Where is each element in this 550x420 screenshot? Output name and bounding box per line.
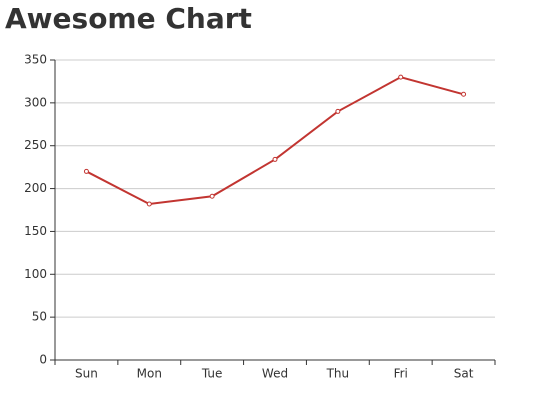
data-point [272, 156, 278, 162]
x-tick-label: Fri [394, 367, 408, 381]
data-point [335, 108, 341, 114]
y-tick-label: 300 [24, 95, 47, 109]
y-tick-label: 200 [24, 181, 47, 195]
y-tick-label: 100 [24, 267, 47, 281]
y-tick-label: 150 [24, 224, 47, 238]
x-tick-label: Mon [137, 367, 162, 381]
x-tick-label: Sun [75, 367, 98, 381]
data-point [209, 193, 215, 199]
x-tick-label: Thu [326, 367, 350, 381]
x-tick-label: Sat [454, 367, 474, 381]
y-tick-label: 0 [39, 353, 47, 367]
data-point [461, 91, 467, 97]
x-tick-label: Tue [201, 367, 223, 381]
data-point [398, 74, 404, 80]
y-tick-label: 50 [32, 310, 47, 324]
data-point [146, 201, 152, 207]
chart-title: Awesome Chart [5, 2, 252, 35]
data-point [83, 168, 89, 174]
series-line [85, 76, 464, 206]
x-tick-label: Wed [262, 367, 288, 381]
y-tick-label: 250 [24, 138, 47, 152]
y-tick-label: 350 [24, 53, 47, 67]
